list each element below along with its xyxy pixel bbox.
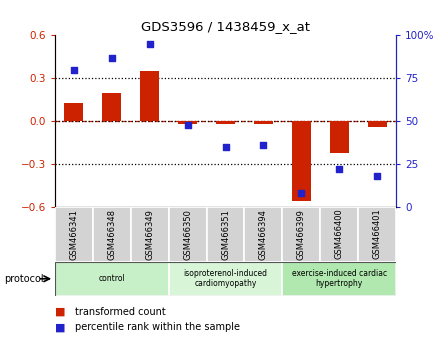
Bar xyxy=(206,207,245,262)
Bar xyxy=(178,121,197,124)
Bar xyxy=(55,207,93,262)
Point xyxy=(108,55,115,61)
Point xyxy=(374,173,381,179)
Bar xyxy=(358,207,396,262)
Bar xyxy=(282,207,320,262)
Bar xyxy=(282,262,396,296)
Bar xyxy=(103,93,121,121)
Bar xyxy=(292,121,311,201)
Point xyxy=(298,190,305,196)
Title: GDS3596 / 1438459_x_at: GDS3596 / 1438459_x_at xyxy=(141,20,310,33)
Bar xyxy=(140,71,159,121)
Bar xyxy=(216,121,235,124)
Point xyxy=(184,122,191,127)
Text: control: control xyxy=(99,274,125,283)
Text: GSM466351: GSM466351 xyxy=(221,209,230,259)
Text: GSM466399: GSM466399 xyxy=(297,209,306,259)
Point xyxy=(336,166,343,172)
Text: GSM466341: GSM466341 xyxy=(70,209,78,259)
Text: transformed count: transformed count xyxy=(75,307,165,316)
Bar xyxy=(367,121,386,127)
Text: GSM466349: GSM466349 xyxy=(145,209,154,259)
Text: protocol: protocol xyxy=(4,274,44,284)
Text: GSM466394: GSM466394 xyxy=(259,209,268,259)
Text: GSM466348: GSM466348 xyxy=(107,209,116,260)
Text: ■: ■ xyxy=(55,307,66,316)
Point xyxy=(70,67,77,73)
Text: isoproterenol-induced
cardiomyopathy: isoproterenol-induced cardiomyopathy xyxy=(183,269,268,289)
Text: GSM466350: GSM466350 xyxy=(183,209,192,259)
Point xyxy=(146,41,153,47)
Bar xyxy=(330,121,348,153)
Bar xyxy=(169,262,282,296)
Text: GSM466401: GSM466401 xyxy=(373,209,381,259)
Bar xyxy=(254,121,273,124)
Text: ■: ■ xyxy=(55,322,66,332)
Bar xyxy=(93,207,131,262)
Text: exercise-induced cardiac
hypertrophy: exercise-induced cardiac hypertrophy xyxy=(292,269,387,289)
Bar xyxy=(245,207,282,262)
Bar xyxy=(65,103,84,121)
Text: GSM466400: GSM466400 xyxy=(335,209,344,259)
Bar xyxy=(320,207,358,262)
Text: percentile rank within the sample: percentile rank within the sample xyxy=(75,322,240,332)
Bar xyxy=(131,207,169,262)
Bar xyxy=(169,207,206,262)
Point xyxy=(260,142,267,148)
Point xyxy=(222,144,229,150)
Bar xyxy=(55,262,169,296)
